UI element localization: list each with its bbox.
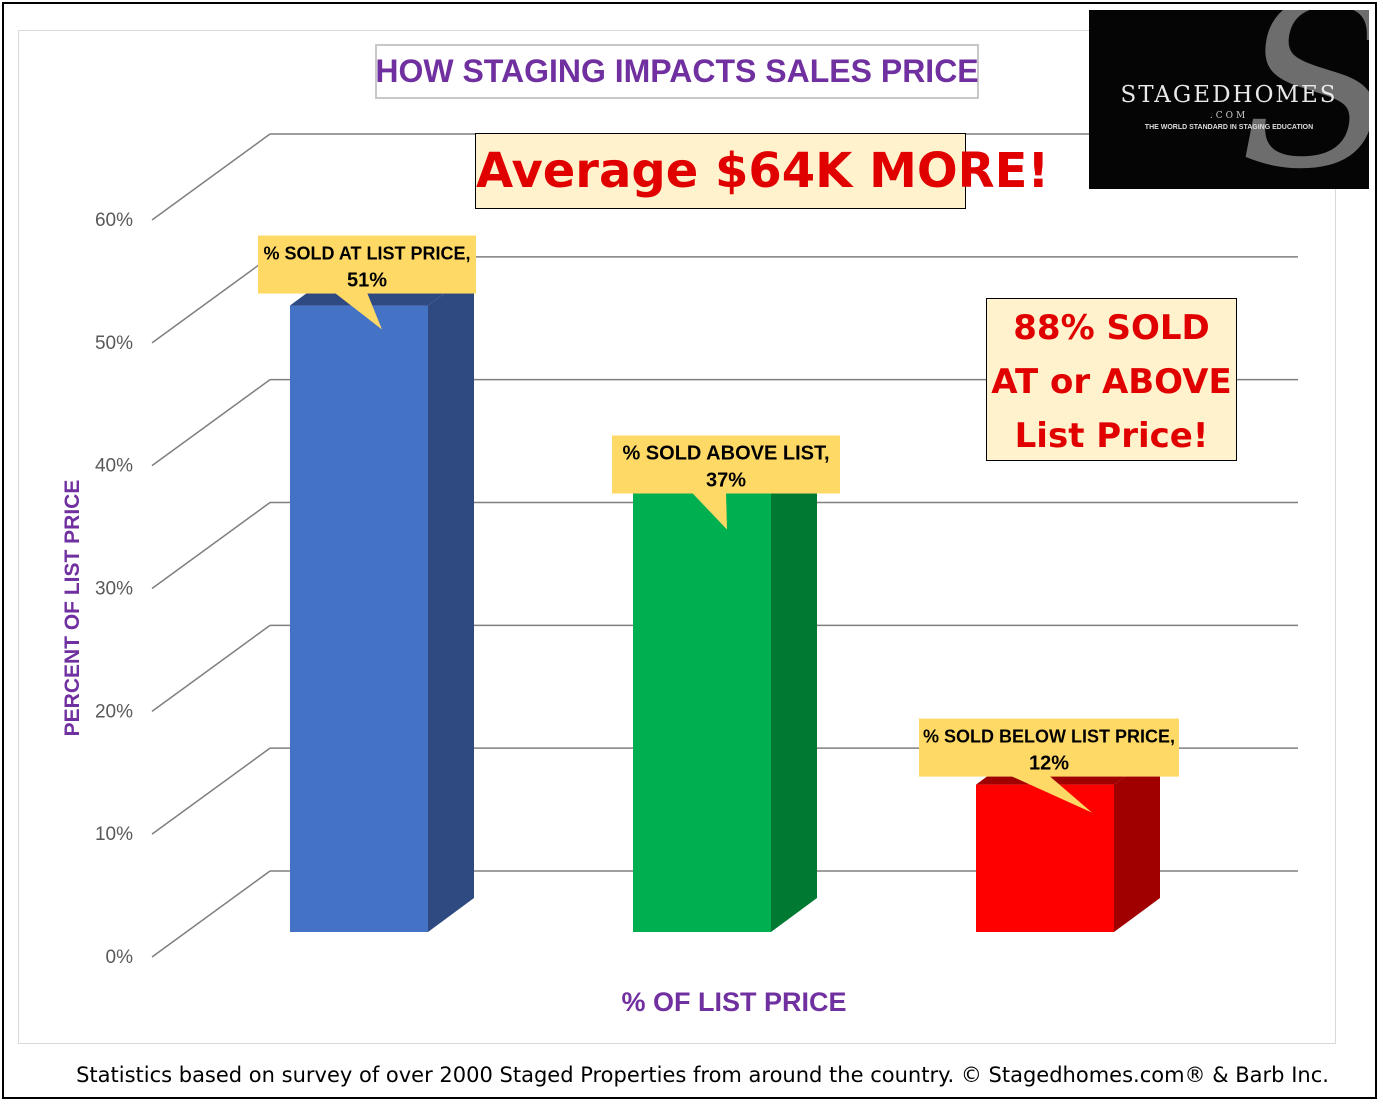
data-label-category: % SOLD ABOVE LIST, [622,443,829,465]
data-label-value: 12% [1029,753,1069,775]
y-tick-label: 60% [95,210,133,231]
y-tick-label: 30% [95,579,133,600]
sold-banner-line: List Price! [1014,416,1209,456]
gridline-side [151,133,271,221]
callout-pointer [334,292,382,330]
x-axis-label: % OF LIST PRICE [621,987,846,1017]
sold-at-above-banner: 88% SOLD AT or ABOVE List Price! [986,298,1237,461]
y-axis-label: PERCENT OF LIST PRICE [61,480,84,737]
callout-box [919,718,1179,777]
bar-side [428,271,474,932]
logo-tagline: THE WORLD STANDARD IN STAGING EDUCATION [1144,124,1314,131]
bar [290,305,428,932]
logo-name: STAGEDHOMES [1120,82,1338,108]
data-label-value: 37% [706,470,746,492]
bar-side [1114,750,1160,932]
gridline-side [151,501,271,590]
average-more-banner: Average $64K MORE! [475,133,1049,209]
y-tick-label: 20% [95,701,133,722]
sold-banner-line: 88% SOLD [1013,308,1210,348]
bar-side [771,443,817,932]
data-label-category: % SOLD BELOW LIST PRICE, [923,727,1175,747]
y-tick-label: 50% [95,333,133,354]
callout-box [258,235,476,294]
sold-banner-line: AT or ABOVE [991,362,1232,402]
data-label-category: % SOLD AT LIST PRICE, [263,244,470,264]
callout-pointer [1010,775,1092,813]
gridline-side [151,379,271,467]
bar [633,477,771,932]
bar [976,784,1114,932]
gridline-side [151,256,271,344]
gridline-side [151,747,271,835]
y-tick-label: 0% [106,947,134,968]
data-label-value: 51% [347,270,387,292]
stagedhomes-logo: S STAGEDHOMES .COM THE WORLD STANDARD IN… [1089,10,1369,189]
gridline-side [151,624,271,712]
plot-area [18,30,1336,1044]
y-tick-label: 40% [95,456,133,477]
gridline-side [151,870,271,958]
y-tick-label: 10% [95,824,133,845]
chart-title: HOW STAGING IMPACTS SALES PRICE [375,44,979,99]
logo-s-mark-icon: S [1239,10,1369,189]
logo-suffix: .COM [1209,111,1249,121]
callout-box [612,435,840,494]
callout-pointer [691,492,727,530]
footer-note: Statistics based on survey of over 2000 … [76,1063,1329,1087]
